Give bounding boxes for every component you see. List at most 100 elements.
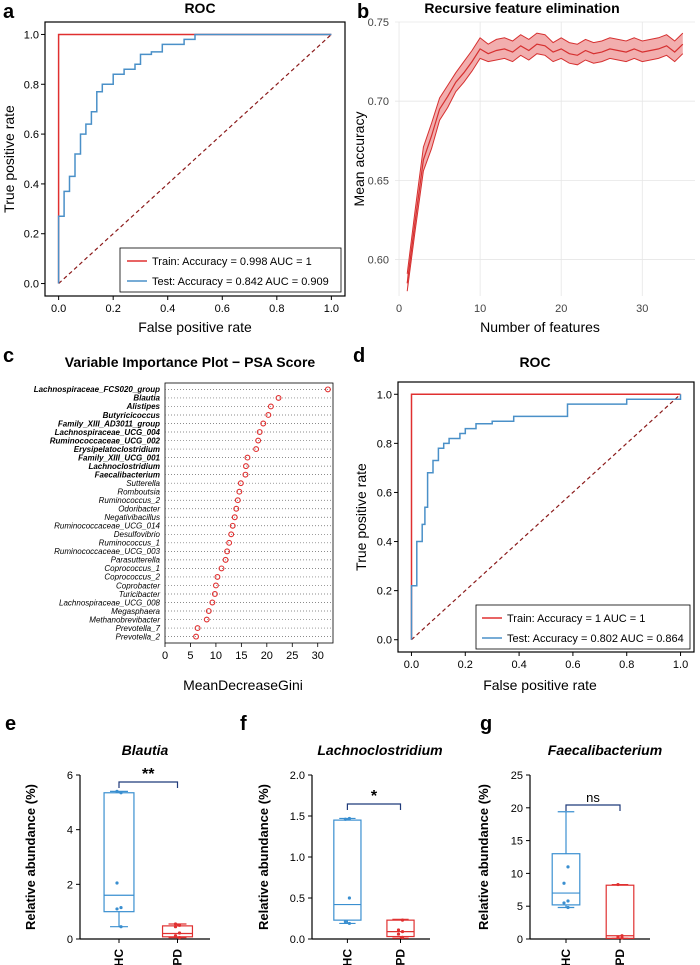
x-tick-label: 20 (261, 650, 273, 662)
y-tick-label: 25 (511, 770, 523, 782)
x-tick-label: 0.4 (160, 303, 175, 315)
box-data-point (115, 907, 119, 911)
y-tick-label: 1.0 (24, 29, 39, 41)
x-tick-label: 5 (187, 650, 193, 662)
varimp-point (194, 625, 201, 632)
varimp-variable-label: Romboutsia (117, 487, 160, 496)
x-tick-label: 0.2 (458, 659, 473, 671)
panel-b-rfe: b Recursive feature elimination 0 10 20 30 0… (351, 0, 695, 335)
varimp-variable-label: Megasphaera (111, 607, 160, 616)
legend-box (119, 247, 342, 293)
x-tick-label: 0 (162, 650, 168, 662)
panel-letter-g: g (480, 713, 492, 735)
y-tick-label: 0.5 (290, 893, 305, 905)
box-pd (386, 919, 415, 938)
group-label: HC (340, 949, 354, 965)
y-tick-label: 0.8 (24, 79, 39, 91)
varimp-variable-label: Desulfovibrio (114, 530, 161, 539)
panel-letter-e: e (5, 713, 16, 735)
y-tick-label: 0.60 (368, 255, 389, 267)
varimp-point (267, 403, 274, 410)
y-tick-label: 20 (511, 803, 523, 815)
y-tick-label: 0.2 (24, 229, 39, 241)
box-hc (333, 819, 362, 921)
panel-f-box: f Lachnoclostridium Relative abundance (… (240, 713, 443, 965)
varimp-point (234, 497, 241, 504)
y-tick-label: 6 (67, 770, 73, 782)
varimp-variable-label: Negativibacillus (104, 513, 160, 522)
y-tick-label: 0.4 (377, 537, 392, 549)
varimp-point (222, 556, 229, 563)
box-data-point (119, 791, 123, 795)
group-label: PD (394, 949, 408, 965)
group-label: HC (112, 949, 126, 965)
panel-g-title: Faecalibacterium (548, 742, 662, 758)
y-tick-label: 10 (511, 868, 523, 880)
box-hc (103, 792, 135, 913)
y-tick-label: 1.0 (377, 389, 392, 401)
varimp-point (203, 616, 210, 623)
y-tick-label: 1.5 (290, 811, 305, 823)
varimp-point (211, 591, 218, 597)
y-tick-label: 0 (67, 934, 73, 946)
box-data-point (347, 816, 351, 821)
varimp-point (229, 522, 236, 529)
varimp-variable-label: Family_XIII_UCG_001 (78, 453, 160, 462)
panel-a-legend: Train: Accuracy = 0.998 AUC = 1 Test: Ac… (119, 247, 342, 293)
significance-bracket (118, 781, 179, 788)
panel-a-roc: a ROC 0.0 0.2 0.4 0.6 0.8 1.0 0.0 0.2 0.4 0.6 0.8 1… (1, 0, 346, 335)
varimp-point (324, 386, 331, 393)
varimp-point (209, 599, 216, 606)
varimp-point (265, 412, 272, 418)
box-data-point (620, 934, 624, 938)
panel-g-ylabel: Relative abundance (%) (476, 784, 491, 930)
box-data-point (400, 930, 405, 934)
box-data-point (566, 899, 570, 903)
y-tick-label: 0.75 (368, 17, 389, 29)
varimp-variable-label: Ruminococcus_1 (99, 539, 160, 548)
box-data-point (400, 935, 405, 939)
varimp-point (255, 437, 262, 444)
x-tick-label: 1.0 (324, 303, 339, 315)
panel-c-frame (164, 382, 334, 644)
x-tick-label: 25 (286, 650, 298, 662)
varimp-point (212, 582, 219, 589)
varimp-variable-label: Sutterella (126, 479, 160, 488)
panel-f-title: Lachnoclostridium (317, 742, 442, 758)
box-data-point (396, 928, 401, 932)
legend-test-label: Test: Accuracy = 0.842 AUC = 0.909 (152, 276, 329, 288)
x-tick-label: 30 (312, 650, 324, 662)
varimp-point (193, 633, 200, 640)
box-data-point (343, 920, 347, 924)
varimp-point (231, 514, 238, 521)
varimp-variable-label: Coprococcus_2 (104, 573, 160, 582)
legend-box (475, 604, 691, 650)
x-tick-label: 0.6 (565, 659, 580, 671)
y-tick-label: 1.0 (290, 852, 305, 864)
varimp-variable-label: Turicibacter (119, 590, 161, 599)
x-tick-label: 20 (555, 303, 567, 315)
rfe-upper-line (406, 32, 684, 274)
box-data-point (177, 931, 182, 935)
varimp-variable-label: Faecalibacterium (95, 470, 160, 479)
chance-diagonal (411, 393, 681, 641)
box-data-point (566, 865, 570, 869)
varimp-variable-label: Prevotella_2 (116, 632, 161, 641)
varimp-variable-label: Lachnospiraceae_FCS020_group (34, 385, 160, 394)
panel-b-plot-bg (395, 22, 695, 296)
x-tick-label: 10 (210, 650, 222, 662)
significance-label: ** (142, 766, 155, 783)
varimp-point (236, 488, 243, 495)
y-tick-label: 0.6 (377, 487, 392, 499)
train-roc-line (410, 393, 681, 640)
test-roc-line (410, 394, 682, 640)
box-pd (161, 925, 194, 938)
x-tick-label: 10 (474, 303, 486, 315)
x-tick-label: 0.0 (404, 659, 419, 671)
panel-f-ylabel: Relative abundance (%) (256, 784, 271, 930)
panel-b-title: Recursive feature elimination (424, 0, 619, 16)
panel-a-ylabel: True positive rate (1, 105, 17, 213)
box-data-point (119, 905, 123, 910)
varimp-variable-label: Lachnoclostridium (88, 462, 160, 471)
varimp-variable-label: Butyricicoccus (103, 411, 161, 420)
